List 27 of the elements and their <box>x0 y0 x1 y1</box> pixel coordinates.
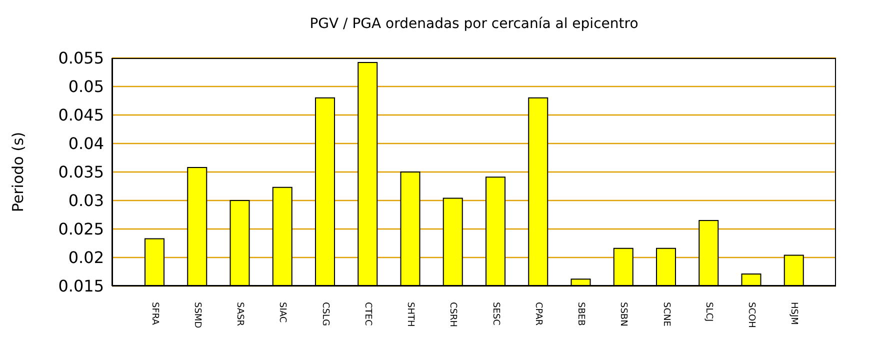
x-tick-label: SLCJ <box>703 302 714 322</box>
x-tick-label: CTEC <box>362 302 372 326</box>
chart-title: PGV / PGA ordenadas por cercanía al epicentro <box>308 16 640 32</box>
x-tick-label: SSBN <box>618 302 628 326</box>
y-tick-label: 0.05 <box>68 77 104 96</box>
x-tick-label: CPAR <box>532 302 543 326</box>
x-tick-label: SBEB <box>576 302 586 326</box>
y-tick-label: 0.045 <box>58 106 104 125</box>
y-tick-label: 0.015 <box>58 276 104 296</box>
x-tick-label: SESC <box>490 302 500 326</box>
x-tick-label: CSRH <box>448 302 458 328</box>
x-tick-label: HSJM <box>788 302 799 325</box>
y-tick-label: 0.03 <box>68 191 104 210</box>
y-tick-label: 0.02 <box>68 248 104 268</box>
y-tick-label: 0.055 <box>58 48 104 68</box>
x-tick-label: SSMD <box>192 302 202 328</box>
x-tick-label: SCNE <box>660 302 671 327</box>
y-tick-label: 0.025 <box>58 220 104 239</box>
x-tick-label: SFRA <box>149 302 160 326</box>
x-tick-label: SCOH <box>746 302 756 328</box>
x-tick-label: SIAC <box>277 302 288 323</box>
y-tick-label: 0.04 <box>68 134 104 154</box>
x-tick-label: SHTH <box>405 302 416 327</box>
x-tick-label: SASR <box>234 302 245 326</box>
y-axis-title: Periodo (s) <box>9 132 27 212</box>
y-tick-label: 0.035 <box>58 162 104 182</box>
x-tick-label: CSLG <box>320 302 330 326</box>
